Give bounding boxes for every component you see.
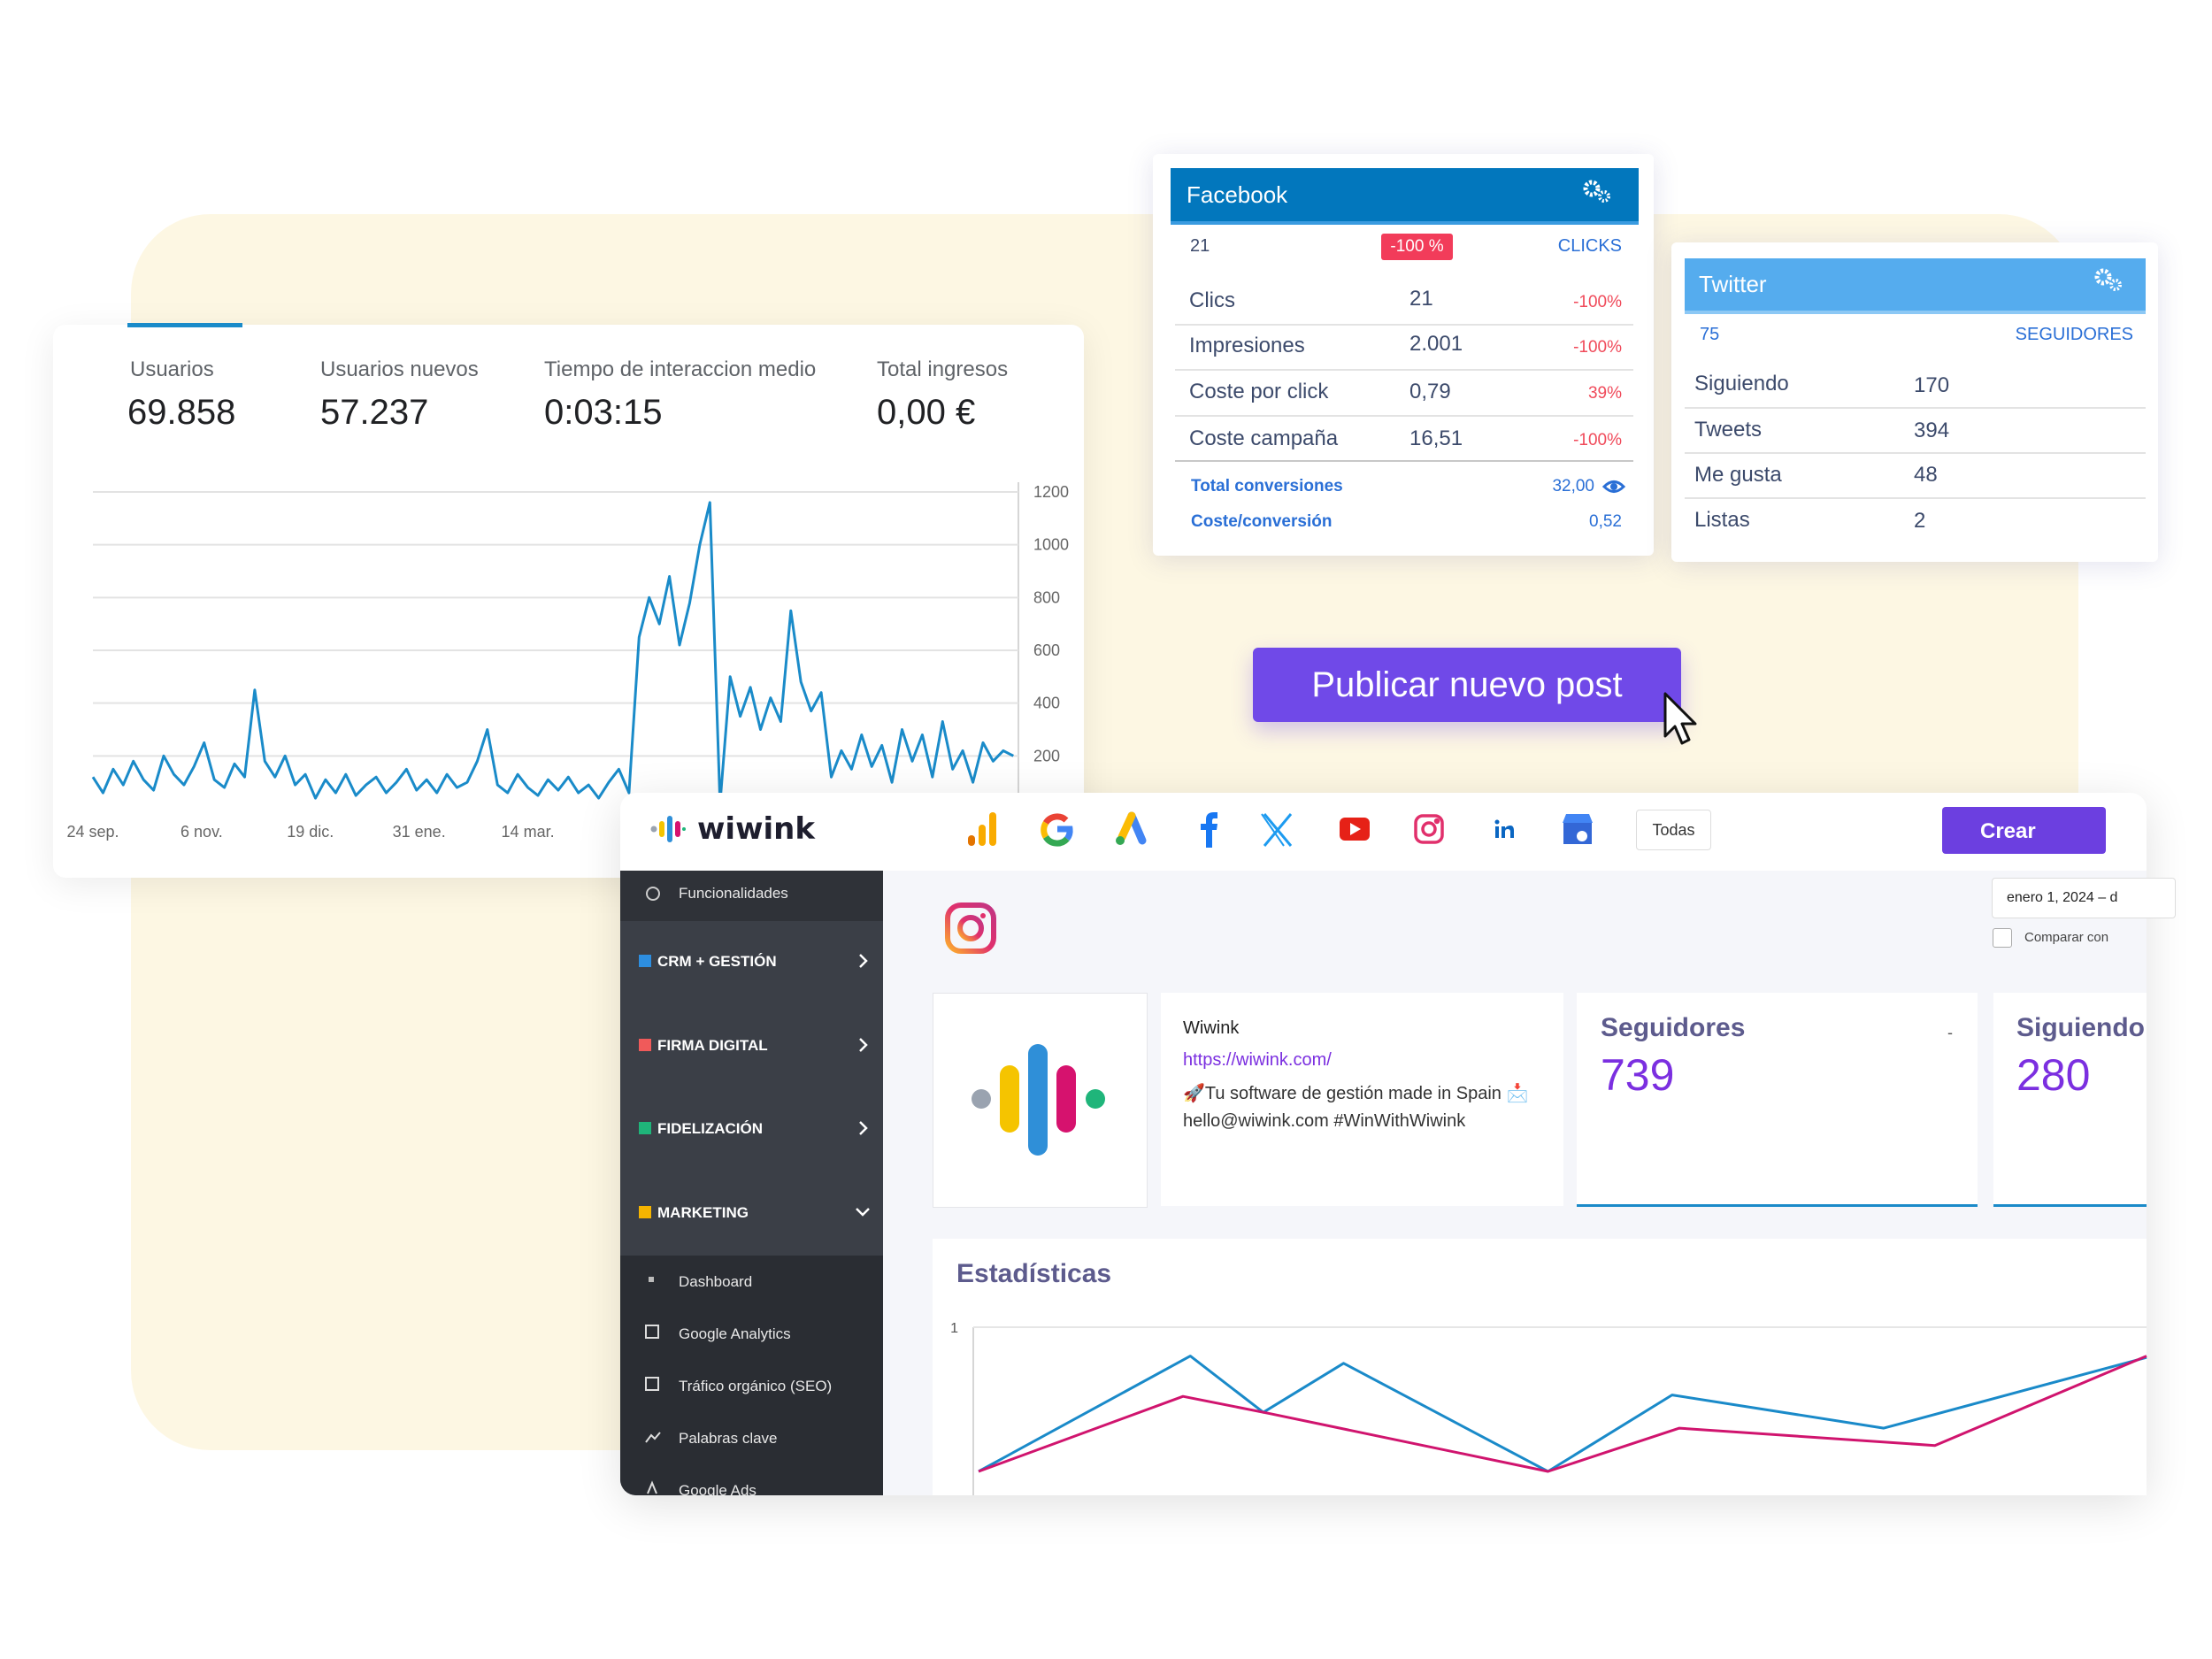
widget-title: Twitter (1699, 271, 1767, 297)
separator (1175, 415, 1633, 417)
active-tab (127, 323, 242, 327)
compare-label: Comparar con (2024, 930, 2109, 945)
total-value: 0,52 (1589, 512, 1622, 531)
stat-label: Seguidores (1601, 1013, 1746, 1042)
row-label: Coste por click (1189, 380, 1329, 403)
row-label: Tweets (1694, 418, 1763, 442)
total-value: 32,00 (1552, 477, 1594, 495)
metric-label: Tiempo de interaccion medio (544, 357, 817, 381)
widget-title: Facebook (1187, 181, 1288, 208)
row-change: -100% (1573, 338, 1622, 357)
profile-bio: 🚀Tu software de gestión made in Spain 📩 (1183, 1084, 1529, 1103)
sidebar-section[interactable]: FIRMA DIGITAL (657, 1037, 768, 1054)
statistics-title: Estadísticas (956, 1259, 1112, 1288)
change-badge: -100 % (1381, 234, 1453, 260)
stat-label: Siguiendo (2016, 1013, 2145, 1042)
facebook-header (1171, 168, 1639, 225)
profile-card (1161, 993, 1563, 1206)
separator (1685, 452, 2146, 454)
publish-button[interactable]: Publicar nuevo post (1253, 648, 1681, 722)
stat-change: - (1947, 1024, 1953, 1041)
row-value: 16,51 (1409, 426, 1463, 450)
logo-text: wiwink (697, 811, 815, 847)
submenu (620, 1256, 883, 1495)
metric-value: 69.858 (127, 393, 236, 432)
total-label: Coste/conversión (1191, 512, 1333, 531)
instagram-logo (945, 902, 996, 954)
row-change: -100% (1573, 431, 1622, 449)
statistics-card (933, 1239, 2147, 1495)
separator (1175, 460, 1633, 462)
profile-url[interactable]: https://wiwink.com/ (1183, 1050, 1332, 1070)
row-value: 48 (1914, 463, 1938, 487)
row-change: 39% (1587, 384, 1622, 403)
profile-logo-card (933, 993, 1148, 1208)
submenu-item[interactable]: Tráfico orgánico (SEO) (679, 1378, 833, 1394)
date-range[interactable]: enero 1, 2024 – d (1992, 878, 2176, 918)
summary-metric: CLICKS (1557, 236, 1622, 256)
summary-value: 75 (1700, 325, 1720, 344)
summary-value: 21 (1190, 236, 1210, 256)
filter-button[interactable]: Todas (1636, 810, 1711, 850)
row-value: 394 (1914, 419, 1950, 442)
sidebar-section[interactable]: FIDELIZACIÓN (657, 1120, 763, 1137)
metric-value: 0:03:15 (544, 393, 663, 432)
row-value: 21 (1409, 287, 1433, 311)
row-label: Coste campaña (1189, 426, 1339, 450)
settings-icon (2094, 268, 2122, 291)
submenu-item[interactable]: Dashboard (679, 1273, 753, 1290)
row-label: Siguiendo (1694, 372, 1789, 396)
metric-label: Usuarios nuevos (320, 357, 479, 381)
separator (1175, 324, 1633, 326)
separator (1685, 497, 2146, 499)
cursor (1663, 692, 1697, 745)
metric-label: Total ingresos (877, 357, 1009, 381)
twitter-header (1685, 258, 2146, 314)
row-value: 170 (1914, 373, 1950, 397)
metric-label: Usuarios (130, 357, 214, 381)
row-value: 2 (1914, 509, 1926, 533)
row-change: -100% (1573, 293, 1622, 311)
separator (1175, 369, 1633, 371)
stat-value: 280 (2016, 1050, 2091, 1100)
metric-value: 57.237 (320, 393, 429, 432)
profile-name: Wiwink (1183, 1018, 1240, 1038)
sidebar-header (620, 871, 883, 921)
metric-value: 0,00 € (877, 393, 976, 432)
row-label: Me gusta (1694, 463, 1782, 487)
submenu-item[interactable]: Google Analytics (679, 1325, 791, 1342)
row-label: Listas (1694, 508, 1750, 532)
stat-card (1577, 993, 1978, 1207)
sidebar-section[interactable]: CRM + GESTIÓN (657, 953, 777, 970)
stat-value: 739 (1601, 1050, 1675, 1100)
eye-icon (1602, 480, 1625, 493)
submenu-item[interactable]: Google Ads (679, 1482, 757, 1499)
profile-logo (972, 1044, 1105, 1156)
top-bar (620, 793, 2147, 871)
sidebar-header: Funcionalidades (679, 885, 788, 902)
logo-mark (650, 816, 686, 842)
create-label: Crear (1980, 819, 2036, 843)
summary-metric: SEGUIDORES (2015, 325, 2133, 344)
row-label: Clics (1189, 288, 1235, 312)
create-button[interactable] (1942, 807, 2106, 854)
row-value: 2.001 (1409, 332, 1463, 356)
profile-bio: hello@wiwink.com #WinWithWiwink (1183, 1111, 1466, 1131)
compare-checkbox[interactable] (1993, 928, 2012, 948)
total-label: Total conversiones (1191, 477, 1343, 495)
row-label: Impresiones (1189, 334, 1305, 357)
separator (1685, 407, 2146, 409)
sidebar-section[interactable]: MARKETING (657, 1204, 749, 1221)
submenu-item[interactable]: Palabras clave (679, 1430, 778, 1447)
settings-icon (1583, 180, 1610, 203)
row-value: 0,79 (1409, 380, 1451, 403)
stat-card (1993, 993, 2147, 1207)
